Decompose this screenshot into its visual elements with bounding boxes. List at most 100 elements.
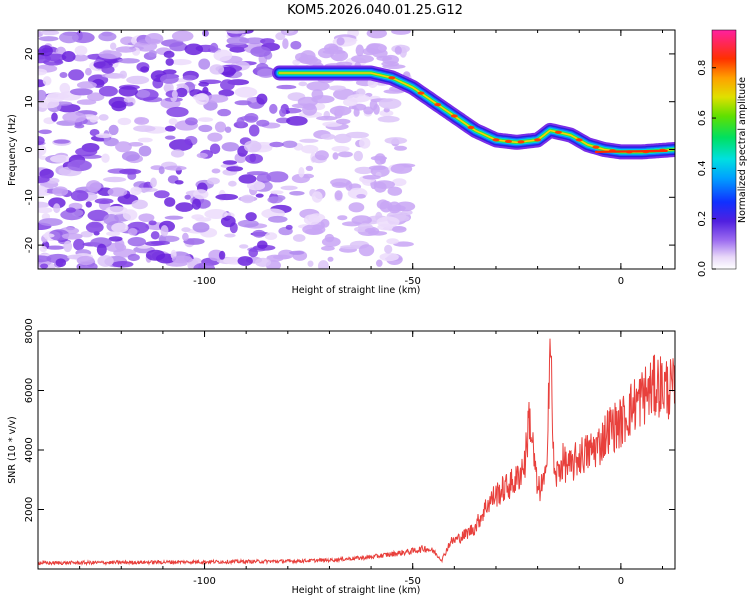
noise-blob xyxy=(106,231,121,237)
noise-blob xyxy=(38,98,60,109)
noise-blob xyxy=(103,137,119,147)
spectrogram-x-label: Height of straight line (km) xyxy=(292,285,421,296)
colorbar-tick-label: 0.6 xyxy=(697,110,708,126)
y-tick-label: 6000 xyxy=(24,378,35,403)
noise-blob xyxy=(366,30,387,39)
noise-blob xyxy=(145,33,164,45)
noise-blob xyxy=(226,166,244,172)
noise-blob xyxy=(48,197,66,209)
noise-blob xyxy=(311,95,335,104)
snr-y-ticks: 2000 4000 6000 8000 xyxy=(24,318,675,522)
noise-blob xyxy=(148,220,157,226)
noise-blob xyxy=(118,58,140,64)
noise-blob xyxy=(392,226,407,233)
noise-blob xyxy=(269,141,284,148)
noise-blob xyxy=(290,40,302,50)
noise-blob xyxy=(38,201,50,209)
colorbar-ticks: 0.0 0.2 0.4 0.6 0.8 xyxy=(697,60,716,277)
noise-blob xyxy=(118,86,138,97)
noise-blob xyxy=(174,180,184,185)
colorbar: 0.0 0.2 0.4 0.6 0.8 Normalized spectral ampl… xyxy=(697,29,748,277)
noise-blob xyxy=(38,45,53,57)
noise-blob xyxy=(345,131,369,139)
ridge-max-band xyxy=(594,149,668,153)
noise-blob xyxy=(96,243,107,256)
noise-blob xyxy=(243,37,266,45)
noise-blob xyxy=(182,75,197,81)
noise-blob xyxy=(74,45,88,56)
snr-panel: -100 -50 0 2000 4000 6000 8000 Height of stra… xyxy=(7,318,676,596)
noise-blob xyxy=(336,37,345,46)
noise-blob xyxy=(185,117,198,126)
noise-blob xyxy=(359,137,371,149)
noise-blob xyxy=(170,59,192,66)
noise-blob xyxy=(38,129,52,135)
y-tick-label: -20 xyxy=(24,237,35,253)
noise-blob xyxy=(351,54,374,64)
noise-blob xyxy=(298,81,308,87)
noise-blob xyxy=(45,245,65,250)
noise-blob xyxy=(214,121,227,133)
noise-blob xyxy=(266,171,289,183)
noise-blob xyxy=(97,255,114,267)
noise-blob xyxy=(224,126,232,133)
noise-blob xyxy=(264,232,278,241)
noise-blob xyxy=(353,150,363,162)
noise-blob xyxy=(363,106,374,115)
noise-blob xyxy=(379,252,399,262)
noise-blob xyxy=(209,42,219,53)
noise-blob xyxy=(269,103,278,114)
noise-blob xyxy=(286,116,308,126)
noise-blob xyxy=(386,238,399,245)
noise-blob xyxy=(209,143,221,155)
noise-blob xyxy=(38,175,50,183)
noise-blob xyxy=(238,174,257,184)
noise-blob xyxy=(283,30,295,33)
noise-blob xyxy=(166,106,189,118)
noise-blob xyxy=(137,137,153,143)
colorbar-label: Normalized spectral amplitude xyxy=(737,77,748,223)
noise-blob xyxy=(40,30,60,36)
noise-blob xyxy=(85,221,104,233)
noise-blob xyxy=(127,237,146,247)
noise-blob xyxy=(105,242,127,253)
noise-blob xyxy=(394,46,402,55)
noise-blob xyxy=(240,194,255,204)
noise-blob xyxy=(285,224,293,230)
x-tick-label: 0 xyxy=(618,276,624,287)
noise-blob xyxy=(89,115,98,123)
noise-blob xyxy=(302,103,317,116)
noise-blob xyxy=(195,217,212,222)
noise-blob xyxy=(202,86,209,95)
noise-blob xyxy=(204,209,228,219)
noise-blob xyxy=(334,190,343,201)
noise-blob xyxy=(282,140,298,148)
spectrogram-noise-blobs xyxy=(38,30,416,269)
noise-blob xyxy=(305,165,314,171)
noise-blob xyxy=(243,140,262,153)
noise-blob xyxy=(374,181,387,193)
noise-blob xyxy=(215,193,239,201)
ridge-peak xyxy=(417,91,425,95)
noise-blob xyxy=(255,257,271,267)
noise-blob xyxy=(248,124,260,137)
noise-blob xyxy=(337,215,348,221)
ridge-peak xyxy=(434,103,442,107)
colorbar-tick-label: 0.8 xyxy=(697,60,708,76)
noise-blob xyxy=(332,152,339,160)
noise-blob xyxy=(387,186,403,196)
noise-blob xyxy=(324,233,335,243)
noise-blob xyxy=(248,248,258,258)
noise-blob xyxy=(366,43,387,54)
noise-blob xyxy=(298,167,305,178)
noise-blob xyxy=(169,42,188,52)
noise-blob xyxy=(331,182,347,188)
noise-blob xyxy=(339,245,364,250)
noise-blob xyxy=(87,209,109,222)
noise-blob xyxy=(379,156,386,165)
noise-blob xyxy=(53,203,61,214)
noise-blob xyxy=(320,133,336,140)
noise-blob xyxy=(234,86,258,98)
noise-blob xyxy=(236,117,245,128)
noise-blob xyxy=(257,68,275,78)
